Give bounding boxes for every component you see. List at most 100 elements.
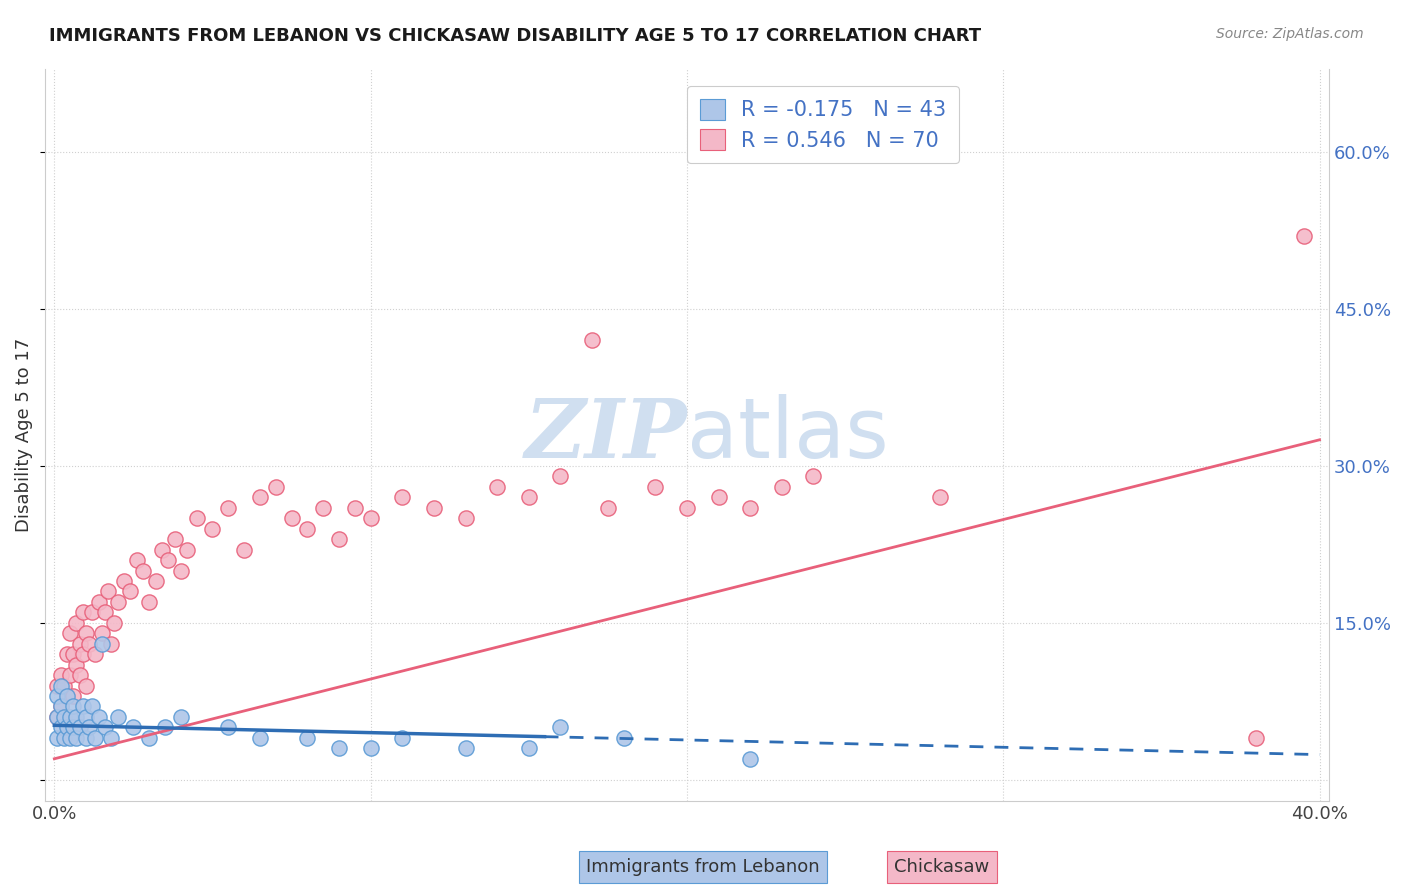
Point [56,647,79,661]
Legend: R = -0.175   N = 43, R = 0.546   N = 70: R = -0.175 N = 43, R = 0.546 N = 70 [688,87,959,163]
Point [125,553,148,567]
Point [138,595,160,609]
Point [103,615,125,630]
Point [49,720,72,734]
Point [90,637,112,651]
Point [328,532,350,546]
Text: ZIP: ZIP [524,394,688,475]
Point [170,710,193,724]
Point [62,699,84,714]
Point [56,689,79,703]
Point [517,491,540,505]
Point [217,500,239,515]
Point [62,720,84,734]
Point [360,741,382,756]
Point [264,480,287,494]
Point [46,679,69,693]
Point [112,574,135,588]
Point [82,699,104,714]
Point [803,469,825,483]
Point [90,626,112,640]
Point [72,606,94,620]
Point [94,606,117,620]
Point [343,500,366,515]
Point [391,731,413,745]
Point [170,564,193,578]
Point [581,334,603,348]
Point [176,542,198,557]
Point [82,606,104,620]
Point [59,710,82,724]
Point [69,720,91,734]
Point [153,720,176,734]
Point [49,699,72,714]
Point [65,710,87,724]
Point [676,500,699,515]
Point [770,480,793,494]
Point [596,500,619,515]
Point [87,595,110,609]
Point [391,491,413,505]
Point [145,574,167,588]
Point [77,720,100,734]
Point [84,731,107,745]
Point [120,584,142,599]
Point [454,741,477,756]
Point [201,522,224,536]
Point [740,752,762,766]
Point [77,637,100,651]
Point [157,553,180,567]
Text: Chickasaw: Chickasaw [894,858,990,876]
Point [52,679,75,693]
Point [65,657,87,672]
Point [75,626,97,640]
Point [100,637,122,651]
Point [52,731,75,745]
Point [217,720,239,734]
Point [707,491,730,505]
Point [249,491,271,505]
Text: IMMIGRANTS FROM LEBANON VS CHICKASAW DISABILITY AGE 5 TO 17 CORRELATION CHART: IMMIGRANTS FROM LEBANON VS CHICKASAW DIS… [49,27,981,45]
Point [163,532,186,546]
Point [100,731,122,745]
Point [328,741,350,756]
Text: Immigrants from Lebanon: Immigrants from Lebanon [586,858,820,876]
Point [49,679,72,693]
Point [72,647,94,661]
Point [94,720,117,734]
Y-axis label: Disability Age 5 to 17: Disability Age 5 to 17 [15,337,32,532]
Point [297,731,319,745]
Point [62,647,84,661]
Point [613,731,636,745]
Point [517,741,540,756]
Point [233,542,256,557]
Point [97,584,120,599]
Point [65,615,87,630]
Point [1246,731,1268,745]
Point [46,731,69,745]
Point [52,710,75,724]
Text: Source: ZipAtlas.com: Source: ZipAtlas.com [1216,27,1364,41]
Point [75,731,97,745]
Point [49,668,72,682]
Point [550,469,572,483]
Point [56,720,79,734]
Text: atlas: atlas [688,394,889,475]
Point [87,710,110,724]
Point [59,668,82,682]
Point [454,511,477,525]
Point [360,511,382,525]
Point [69,637,91,651]
Point [929,491,952,505]
Point [49,699,72,714]
Point [312,500,335,515]
Point [423,500,446,515]
Point [52,710,75,724]
Point [644,480,666,494]
Point [249,731,271,745]
Point [280,511,302,525]
Point [186,511,208,525]
Point [486,480,509,494]
Point [56,689,79,703]
Point [84,647,107,661]
